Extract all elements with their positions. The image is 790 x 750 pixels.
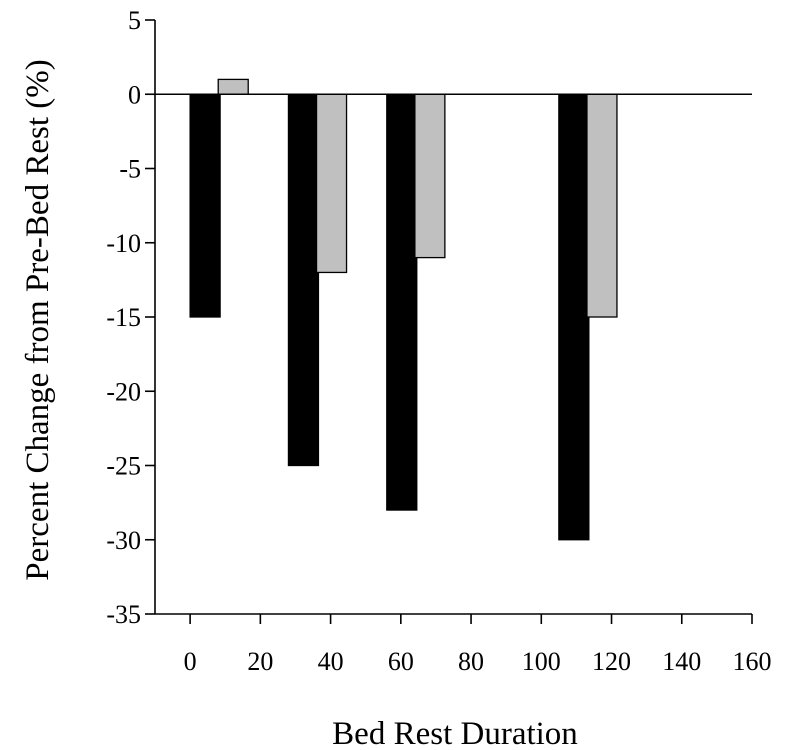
- x-tick-label: 100: [522, 647, 561, 676]
- y-tick-label: -30: [106, 526, 141, 555]
- tick-labels: 5 0 -5 -10 -15 -20 -25 -30 -35 0 20 40 60 80 100 120 140…: [106, 6, 771, 676]
- bar-series-1-x-28: [287, 93, 320, 467]
- bar-series-2-x-8: [217, 78, 249, 95]
- x-tick-label: 20: [247, 647, 273, 676]
- bar-series-2-x-36: [315, 93, 348, 274]
- y-tick-label: -20: [106, 377, 141, 406]
- bar-series-2-x-64: [414, 93, 446, 259]
- y-tick-label: 0: [128, 80, 141, 109]
- bars: [189, 78, 618, 541]
- axes: [145, 19, 753, 624]
- x-tick-label: 40: [318, 647, 344, 676]
- bar-series-1-x-56: [386, 93, 418, 511]
- y-tick-label: -5: [119, 155, 141, 184]
- bar-series-2-x-113: [586, 93, 618, 318]
- x-axis-title: Bed Rest Duration: [332, 716, 578, 750]
- bar-series-1-x-105: [558, 93, 590, 541]
- x-tick-label: 160: [733, 647, 772, 676]
- x-tick-label: 60: [388, 647, 414, 676]
- x-tick-label: 80: [458, 647, 484, 676]
- bar-series-1-x-0: [189, 93, 221, 318]
- y-tick-label: -25: [106, 452, 141, 481]
- x-tick-label: 0: [184, 647, 197, 676]
- y-tick-label: -35: [106, 600, 141, 629]
- y-tick-label: -15: [106, 303, 141, 332]
- y-tick-label: 5: [128, 6, 141, 35]
- x-tick-label: 120: [592, 647, 631, 676]
- y-axis-title: Percent Change from Pre-Bed Rest (%): [20, 59, 56, 580]
- x-tick-label: 140: [662, 647, 701, 676]
- y-tick-label: -10: [106, 229, 141, 258]
